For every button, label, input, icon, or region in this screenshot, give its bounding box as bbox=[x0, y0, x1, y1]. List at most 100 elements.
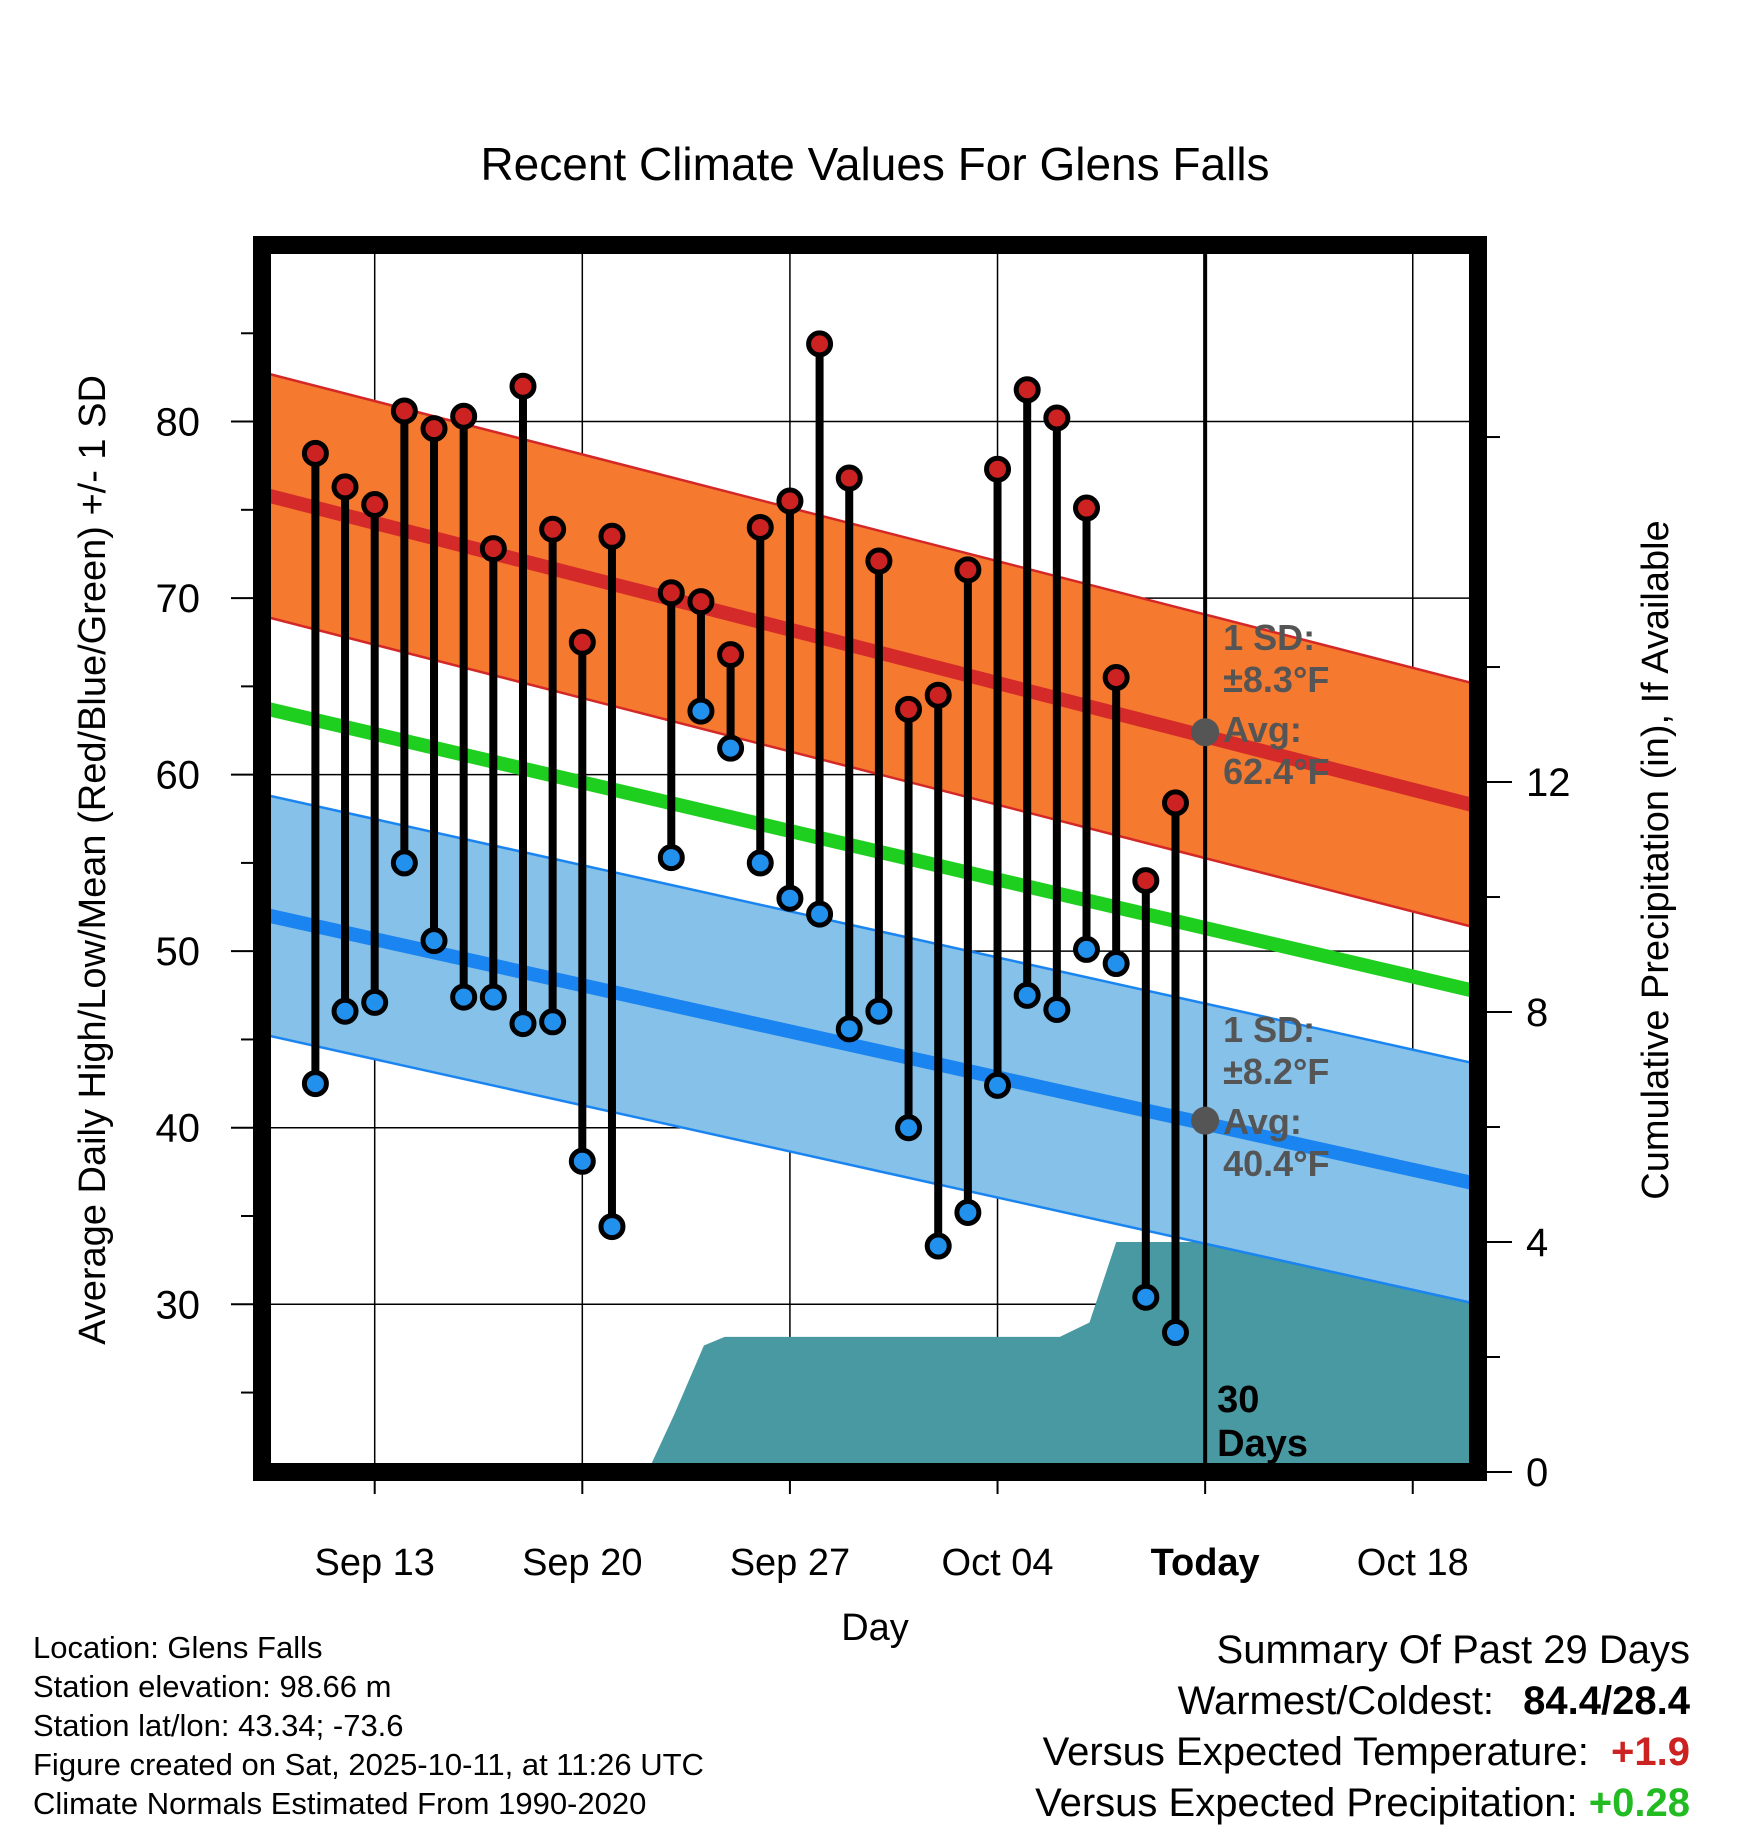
obs-low-point bbox=[865, 997, 893, 1025]
obs-high-point bbox=[1102, 664, 1130, 692]
summary-warm-cold-label: Warmest/Coldest: bbox=[1177, 1679, 1495, 1723]
obs-low-point bbox=[301, 1070, 329, 1098]
obs-low-point bbox=[717, 734, 745, 762]
obs-high-point bbox=[450, 402, 478, 430]
high-avg-marker bbox=[1191, 718, 1220, 747]
obs-low-point bbox=[1161, 1319, 1189, 1347]
precipitation-area bbox=[647, 1242, 1478, 1472]
obs-high-point bbox=[361, 491, 389, 519]
obs-high-point bbox=[776, 487, 804, 515]
y-tick-label: 60 bbox=[156, 754, 201, 798]
obs-high-point bbox=[1073, 494, 1101, 522]
obs-high-point bbox=[1132, 867, 1160, 895]
today-days-label: 30 bbox=[1217, 1379, 1259, 1421]
obs-high-point bbox=[865, 547, 893, 575]
y2-tick-label: 0 bbox=[1526, 1451, 1548, 1495]
obs-low-point bbox=[509, 1010, 537, 1038]
low-annotation-line: ±8.2°F bbox=[1223, 1051, 1329, 1092]
low-annotation-line: 40.4°F bbox=[1223, 1143, 1329, 1184]
obs-low-point bbox=[1043, 995, 1071, 1023]
summary-precip-value: +0.28 bbox=[1588, 1781, 1690, 1825]
obs-high-point bbox=[895, 695, 923, 723]
summary-warm-cold-value: 84.4/28.4 bbox=[1523, 1679, 1690, 1723]
y2-axis-label: Cumulative Precipitation (in), If Availa… bbox=[1635, 520, 1677, 1199]
obs-high-point bbox=[509, 372, 537, 400]
x-tick-label: Sep 13 bbox=[314, 1542, 434, 1584]
high-annotation-line: 1 SD: bbox=[1223, 617, 1315, 658]
x-tick-label: Oct 04 bbox=[942, 1542, 1054, 1584]
obs-high-point bbox=[746, 513, 774, 541]
info-location: Location: Glens Falls bbox=[33, 1630, 323, 1665]
obs-high-point bbox=[717, 641, 745, 669]
y2-tick-label: 4 bbox=[1526, 1221, 1548, 1265]
y-tick-label: 80 bbox=[156, 401, 201, 445]
obs-high-point bbox=[479, 535, 507, 563]
x-axis-label: Day bbox=[841, 1607, 909, 1649]
summary-precip-label: Versus Expected Precipitation: bbox=[1035, 1781, 1578, 1825]
station-info: Location: Glens Falls Station elevation:… bbox=[33, 1628, 704, 1823]
high-annotation-line: 62.4°F bbox=[1223, 751, 1329, 792]
obs-low-point bbox=[479, 983, 507, 1011]
precip-area bbox=[647, 1242, 1478, 1472]
obs-low-point bbox=[984, 1071, 1012, 1099]
y-tick-label: 50 bbox=[156, 930, 201, 974]
high-annotation-line: ±8.3°F bbox=[1223, 659, 1329, 700]
y-tick-label: 30 bbox=[156, 1283, 201, 1327]
low-avg-marker bbox=[1191, 1106, 1220, 1135]
plot-frame bbox=[253, 236, 1487, 1481]
obs-low-point bbox=[806, 900, 834, 928]
obs-high-point bbox=[598, 522, 626, 550]
obs-low-point bbox=[1102, 950, 1130, 978]
obs-low-point bbox=[687, 697, 715, 725]
observations bbox=[301, 330, 1189, 1347]
obs-high-point bbox=[806, 330, 834, 358]
y2-tick-label: 12 bbox=[1526, 761, 1571, 805]
obs-low-point bbox=[420, 927, 448, 955]
low-annotation-line: Avg: bbox=[1223, 1101, 1302, 1142]
obs-high-point bbox=[568, 628, 596, 656]
today-days-label: Days bbox=[1217, 1423, 1308, 1465]
chart-title: Recent Climate Values For Glens Falls bbox=[480, 138, 1269, 190]
obs-low-point bbox=[895, 1114, 923, 1142]
obs-high-point bbox=[687, 588, 715, 616]
obs-low-point bbox=[835, 1015, 863, 1043]
obs-low-point bbox=[924, 1232, 952, 1260]
summary-temp-label: Versus Expected Temperature: bbox=[1042, 1730, 1589, 1774]
summary-temp-value: +1.9 bbox=[1611, 1730, 1690, 1774]
obs-high-point bbox=[954, 556, 982, 584]
obs-low-point bbox=[361, 988, 389, 1016]
x-tick-label: Sep 20 bbox=[522, 1542, 642, 1584]
plot-border bbox=[253, 236, 1487, 1481]
obs-high-point bbox=[657, 579, 685, 607]
y-tick-label: 40 bbox=[156, 1107, 201, 1151]
obs-low-point bbox=[598, 1213, 626, 1241]
info-normals: Climate Normals Estimated From 1990-2020 bbox=[33, 1786, 647, 1821]
obs-high-point bbox=[924, 681, 952, 709]
obs-low-point bbox=[776, 884, 804, 912]
obs-low-point bbox=[954, 1198, 982, 1226]
axes: Sep 13 Sep 20 Sep 27 Oct 04 Today Oct 1830405… bbox=[156, 332, 1571, 1584]
obs-low-point bbox=[1073, 935, 1101, 963]
obs-low-point bbox=[657, 844, 685, 872]
obs-high-point bbox=[984, 455, 1012, 483]
low-annotation-line: 1 SD: bbox=[1223, 1009, 1315, 1050]
info-latlon: Station lat/lon: 43.34; -73.6 bbox=[33, 1708, 404, 1743]
x-tick-label: Oct 18 bbox=[1357, 1542, 1469, 1584]
obs-low-point bbox=[568, 1147, 596, 1175]
info-created: Figure created on Sat, 2025-10-11, at 11… bbox=[33, 1747, 704, 1782]
obs-low-point bbox=[450, 983, 478, 1011]
y2-tick-label: 8 bbox=[1526, 991, 1548, 1035]
obs-low-point bbox=[390, 849, 418, 877]
summary-panel: Summary Of Past 29 Days Warmest/Coldest:… bbox=[1035, 1625, 1690, 1829]
obs-low-point bbox=[1132, 1283, 1160, 1311]
high-annotation-line: Avg: bbox=[1223, 709, 1302, 750]
obs-high-point bbox=[1161, 789, 1189, 817]
obs-high-point bbox=[835, 464, 863, 492]
x-tick-label: Today bbox=[1151, 1542, 1260, 1584]
y-axis-label: Average Daily High/Low/Mean (Red/Blue/Gr… bbox=[72, 375, 114, 1345]
obs-low-point bbox=[746, 849, 774, 877]
info-elevation: Station elevation: 98.66 m bbox=[33, 1669, 392, 1704]
obs-low-point bbox=[331, 997, 359, 1025]
